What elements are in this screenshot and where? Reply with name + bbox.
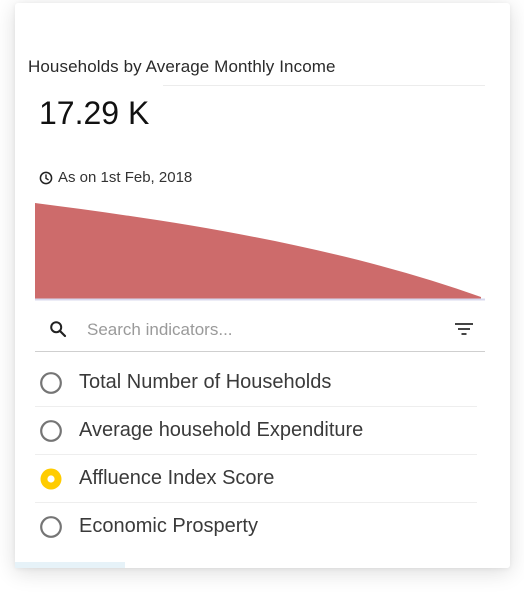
search-input[interactable]: [87, 316, 417, 344]
indicator-label: Economic Prosperty: [79, 515, 258, 537]
indicator-label: Average household Expenditure: [79, 419, 364, 441]
filter-icon[interactable]: [455, 322, 473, 336]
background-strip: [15, 562, 125, 568]
indicator-option-economic-prosperity[interactable]: Economic Prosperty: [35, 503, 477, 550]
indicator-label: Total Number of Households: [79, 371, 332, 393]
indicator-card: Households by Average Monthly Income 17.…: [15, 3, 510, 568]
area-series: [35, 203, 481, 299]
search-bar: [35, 309, 485, 352]
card-title: Households by Average Monthly Income: [28, 57, 336, 76]
as-of-text: As on 1st Feb, 2018: [58, 169, 193, 186]
radio-unselected-icon[interactable]: [40, 419, 62, 442]
headline-value: 17.29 K: [39, 95, 150, 131]
clock-icon: [39, 171, 53, 184]
area-chart: [35, 203, 485, 301]
as-of-date: As on 1st Feb, 2018: [39, 169, 192, 186]
indicator-option-affluence-index[interactable]: Affluence Index Score: [35, 455, 477, 503]
search-icon[interactable]: [49, 320, 67, 338]
indicator-list: Total Number of Households Average house…: [35, 359, 477, 550]
indicator-option-total-households[interactable]: Total Number of Households: [35, 359, 477, 407]
title-divider: [163, 85, 485, 86]
indicator-option-household-expenditure[interactable]: Average household Expenditure: [35, 407, 477, 455]
indicator-label: Affluence Index Score: [79, 467, 275, 489]
radio-unselected-icon[interactable]: [40, 371, 62, 394]
radio-selected-icon[interactable]: [40, 468, 62, 490]
radio-unselected-icon[interactable]: [40, 515, 62, 538]
